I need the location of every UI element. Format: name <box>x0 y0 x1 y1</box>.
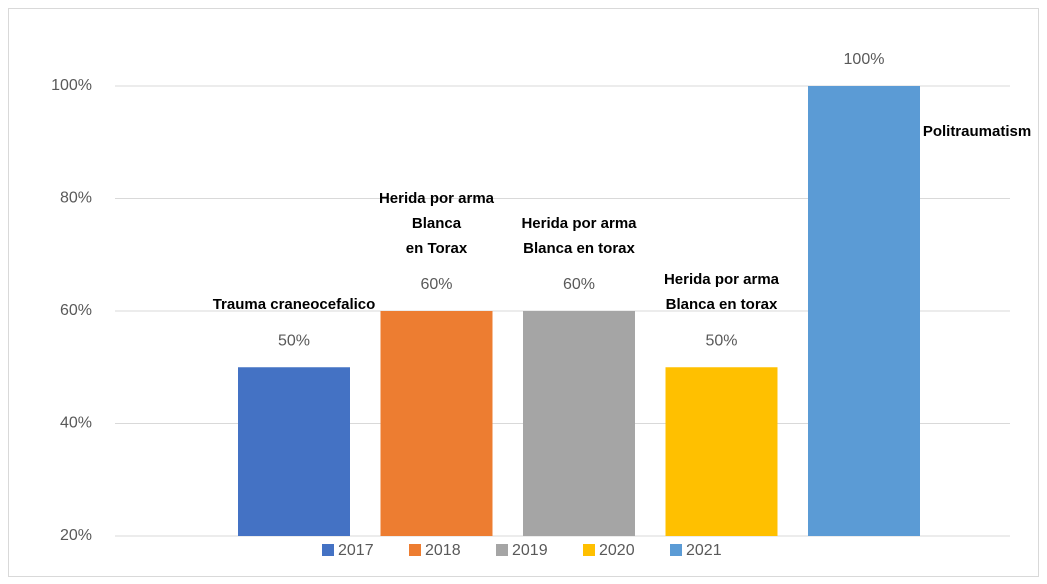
legend-label: 2020 <box>599 542 635 559</box>
y-tick-label: 20% <box>60 527 92 544</box>
value-label: 100% <box>844 51 885 68</box>
bar <box>380 311 493 536</box>
annotation: Trauma craneocefalico <box>213 296 376 313</box>
annotation: en Torax <box>406 240 468 257</box>
bar <box>523 311 635 536</box>
y-tick-label: 100% <box>51 77 92 94</box>
value-label: 60% <box>420 276 452 293</box>
legend-label: 2021 <box>686 542 722 559</box>
annotation: Herida por arma <box>521 215 637 232</box>
legend-swatch <box>322 544 334 556</box>
bar <box>665 367 778 536</box>
bar <box>238 367 350 536</box>
legend-swatch <box>409 544 421 556</box>
annotation: Herida por arma <box>379 190 495 207</box>
y-tick-label: 60% <box>60 302 92 319</box>
y-tick-label: 80% <box>60 190 92 207</box>
annotation: Herida por arma <box>664 271 780 288</box>
legend-swatch <box>496 544 508 556</box>
legend-label: 2019 <box>512 542 548 559</box>
annotation: Blanca <box>412 215 462 232</box>
value-label: 50% <box>705 332 737 349</box>
annotation: Blanca en torax <box>666 296 778 313</box>
legend-label: 2017 <box>338 542 374 559</box>
annotation: Blanca en torax <box>523 240 635 257</box>
legend-swatch <box>583 544 595 556</box>
y-tick-label: 40% <box>60 415 92 432</box>
legend-swatch <box>670 544 682 556</box>
value-label: 50% <box>278 332 310 349</box>
annotation: Politraumatism <box>923 123 1031 140</box>
value-label: 60% <box>563 276 595 293</box>
bar <box>808 86 920 536</box>
legend-label: 2018 <box>425 542 461 559</box>
